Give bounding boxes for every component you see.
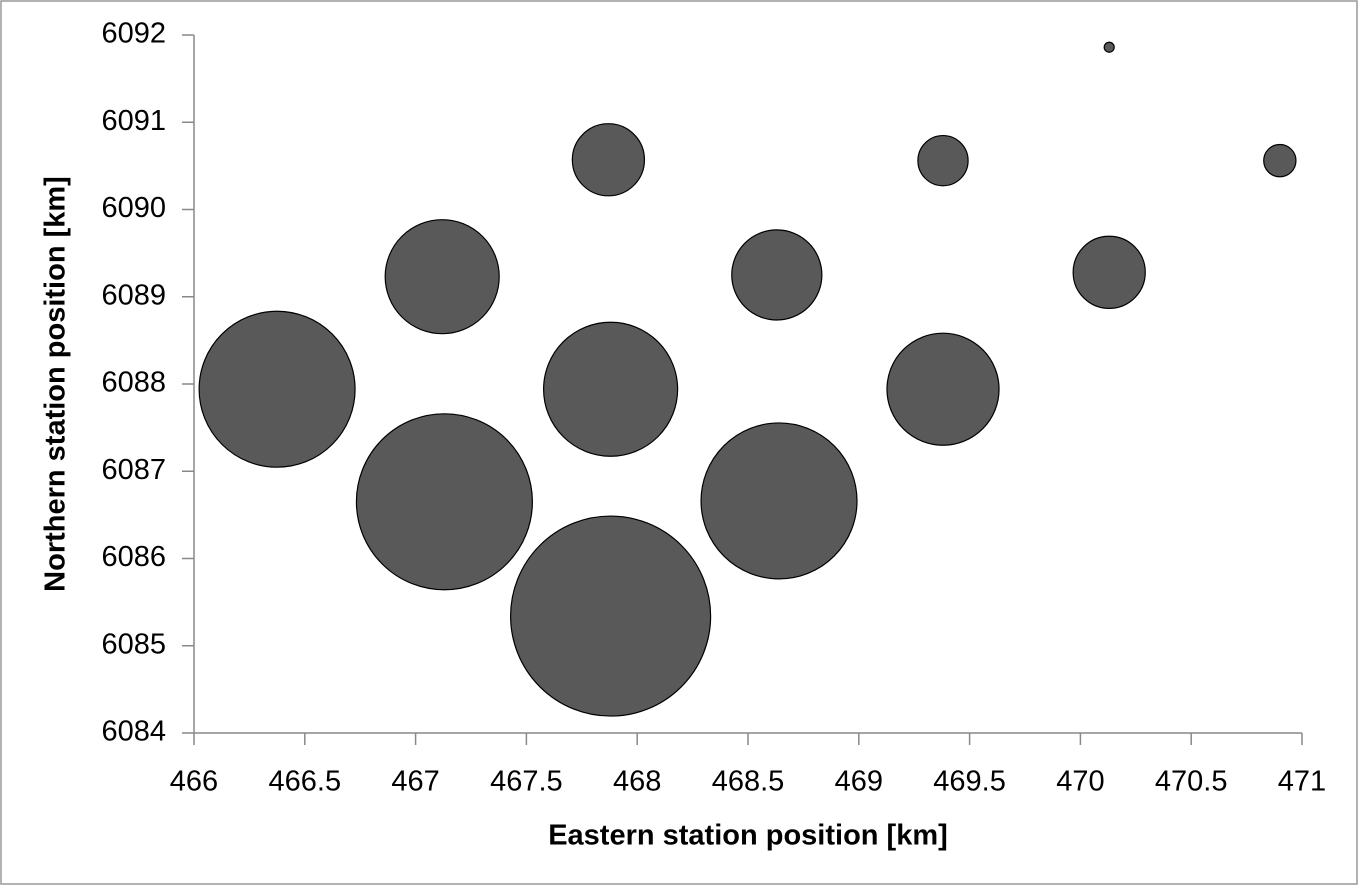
x-tick-label: 468.5 bbox=[712, 766, 785, 798]
x-tick-label: 471 bbox=[1278, 766, 1326, 798]
y-tick-label: 6091 bbox=[101, 105, 166, 137]
bubble bbox=[543, 321, 679, 457]
bubble bbox=[355, 413, 533, 591]
x-tick-label: 467 bbox=[391, 766, 439, 798]
bubble bbox=[731, 229, 823, 321]
y-tick-label: 6087 bbox=[101, 454, 166, 486]
bubble bbox=[886, 332, 1000, 446]
bubble bbox=[198, 310, 356, 468]
plot-area bbox=[198, 41, 1297, 717]
bubble bbox=[1263, 143, 1297, 178]
bubble bbox=[510, 515, 712, 717]
y-tick-label: 6090 bbox=[101, 192, 166, 224]
x-tick-label: 469.5 bbox=[933, 766, 1006, 798]
x-tick-label: 467.5 bbox=[490, 766, 563, 798]
y-tick-label: 6086 bbox=[101, 541, 166, 573]
bubble bbox=[1103, 41, 1115, 53]
y-tick-label: 6088 bbox=[101, 367, 166, 399]
x-tick-label: 466 bbox=[170, 766, 218, 798]
bubble bbox=[917, 134, 969, 187]
bubble bbox=[1072, 235, 1146, 309]
x-tick-label: 468 bbox=[613, 766, 661, 798]
y-tick-label: 6084 bbox=[101, 716, 166, 748]
bubble bbox=[700, 422, 858, 580]
y-tick-label: 6089 bbox=[101, 279, 166, 311]
y-axis-title: Northern station position [km] bbox=[40, 176, 72, 592]
bubble bbox=[571, 123, 646, 197]
x-tick-label: 470 bbox=[1056, 766, 1104, 798]
x-tick-label: 469 bbox=[835, 766, 883, 798]
x-tick-label: 470.5 bbox=[1155, 766, 1228, 798]
y-tick-label: 6085 bbox=[101, 628, 166, 660]
y-tick-label: 6092 bbox=[101, 18, 166, 50]
bubble bbox=[384, 219, 500, 335]
x-tick-label: 466.5 bbox=[269, 766, 342, 798]
x-axis-title: Eastern station position [km] bbox=[548, 820, 948, 852]
